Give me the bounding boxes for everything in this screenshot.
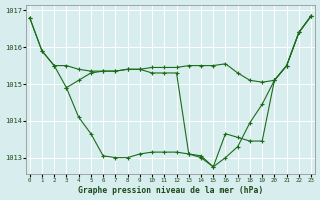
X-axis label: Graphe pression niveau de la mer (hPa): Graphe pression niveau de la mer (hPa)	[78, 186, 263, 195]
